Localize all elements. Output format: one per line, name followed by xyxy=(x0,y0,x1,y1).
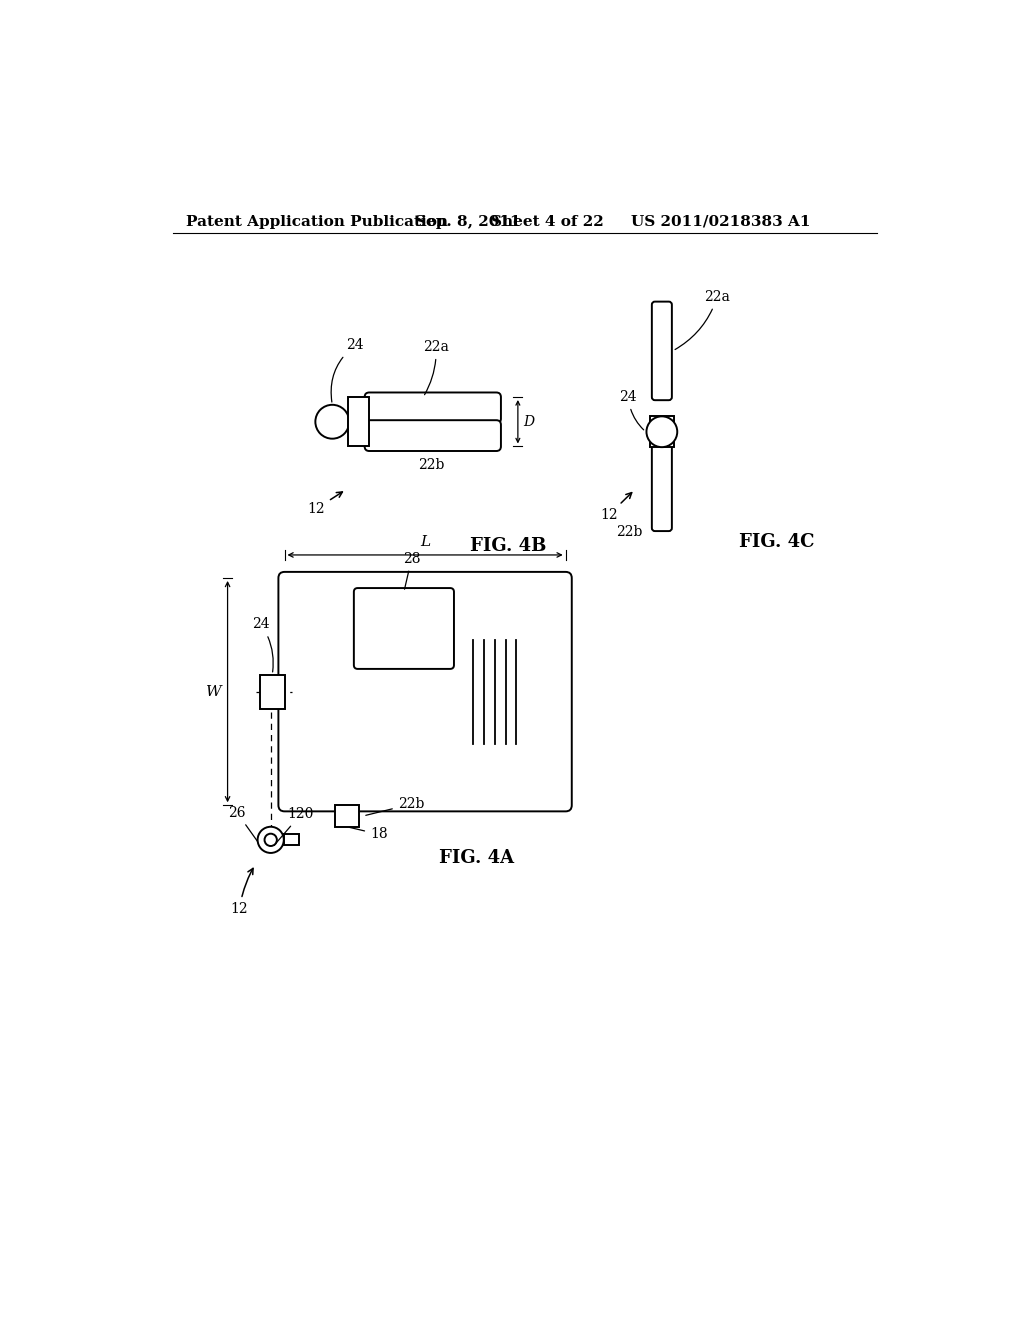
FancyBboxPatch shape xyxy=(652,433,672,531)
Bar xyxy=(649,416,674,447)
Text: 24: 24 xyxy=(620,389,644,430)
FancyBboxPatch shape xyxy=(652,302,672,400)
Text: 12: 12 xyxy=(600,492,632,521)
FancyBboxPatch shape xyxy=(279,572,571,812)
Text: Sep. 8, 2011: Sep. 8, 2011 xyxy=(416,215,521,228)
Bar xyxy=(260,675,285,709)
Circle shape xyxy=(258,826,284,853)
Text: Sheet 4 of 22: Sheet 4 of 22 xyxy=(490,215,604,228)
Text: 22b: 22b xyxy=(615,525,642,539)
Text: 24: 24 xyxy=(331,338,364,403)
Text: 28: 28 xyxy=(402,552,421,589)
Circle shape xyxy=(646,416,677,447)
Circle shape xyxy=(441,663,451,672)
Circle shape xyxy=(264,834,276,846)
Text: W: W xyxy=(206,685,221,698)
Text: 22a: 22a xyxy=(675,290,730,350)
Text: L: L xyxy=(420,535,430,549)
Text: 12: 12 xyxy=(230,869,253,916)
Text: 12: 12 xyxy=(307,492,342,516)
Text: 22a: 22a xyxy=(423,341,450,395)
Text: US 2011/0218383 A1: US 2011/0218383 A1 xyxy=(631,215,811,228)
Circle shape xyxy=(315,405,349,438)
Text: 22b: 22b xyxy=(418,458,444,473)
Text: Patent Application Publication: Patent Application Publication xyxy=(186,215,449,228)
Text: 24: 24 xyxy=(252,618,273,672)
Text: D: D xyxy=(523,414,535,429)
Text: 26: 26 xyxy=(228,805,258,841)
Text: 120: 120 xyxy=(274,808,314,845)
Text: 18: 18 xyxy=(349,828,388,841)
Text: FIG. 4A: FIG. 4A xyxy=(439,849,515,867)
FancyBboxPatch shape xyxy=(365,392,501,424)
FancyBboxPatch shape xyxy=(354,589,454,669)
Bar xyxy=(335,805,359,826)
Text: FIG. 4C: FIG. 4C xyxy=(739,533,814,552)
FancyBboxPatch shape xyxy=(365,420,501,451)
Circle shape xyxy=(456,663,465,672)
Bar xyxy=(348,397,370,446)
Text: FIG. 4B: FIG. 4B xyxy=(470,537,546,556)
Text: 22b: 22b xyxy=(366,797,424,816)
Bar xyxy=(284,834,299,845)
